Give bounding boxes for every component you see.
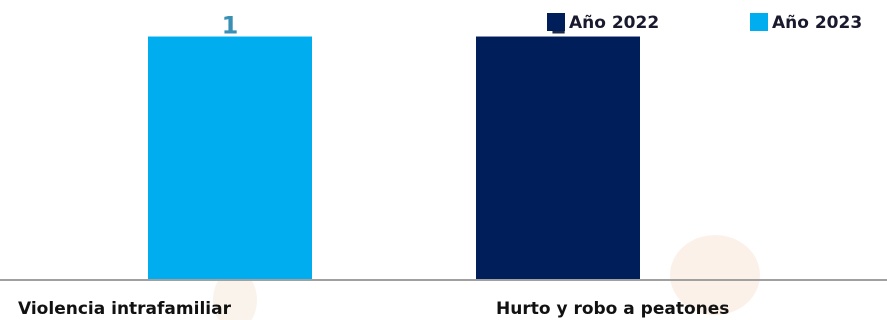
bars-layer bbox=[148, 36, 640, 280]
bar-hurto-y-robo-a-peatones-ano-2022 bbox=[476, 36, 640, 280]
bar-violencia-intrafamiliar-ano-2023 bbox=[148, 36, 312, 280]
legend-label-ano-2022: Año 2022 bbox=[569, 13, 659, 33]
value-label-violencia-intrafamiliar: 1 bbox=[222, 12, 239, 40]
value-labels-layer: 11 bbox=[222, 12, 567, 40]
category-label-hurto-y-robo-a-peatones: Hurto y robo a peatones bbox=[496, 299, 729, 319]
legend-item-ano-2022: Año 2022 bbox=[547, 13, 659, 33]
category-labels: Violencia intrafamiliar Hurto y robo a pe… bbox=[18, 299, 729, 319]
legend-swatch-ano-2023 bbox=[750, 13, 768, 31]
watermark bbox=[213, 235, 760, 320]
legend: Año 2022 Año 2023 bbox=[547, 13, 862, 33]
legend-label-ano-2023: Año 2023 bbox=[772, 13, 862, 33]
legend-swatch-ano-2022 bbox=[547, 13, 565, 31]
category-label-violencia-intrafamiliar: Violencia intrafamiliar bbox=[18, 299, 232, 319]
legend-item-ano-2023: Año 2023 bbox=[750, 13, 862, 33]
